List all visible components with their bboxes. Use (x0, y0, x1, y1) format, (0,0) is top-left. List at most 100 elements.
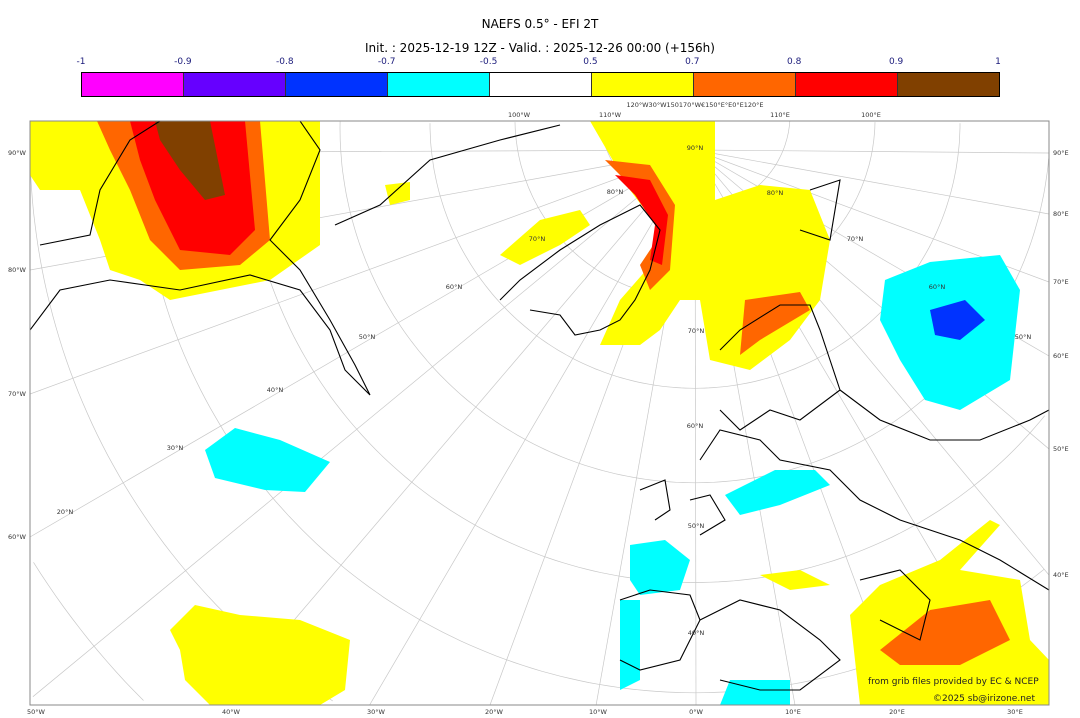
efi-region (720, 680, 790, 705)
left-axis-label: 90°W (8, 149, 27, 157)
efi-field (30, 121, 1049, 705)
colorbar-segment (490, 73, 592, 96)
efi-region (385, 182, 410, 205)
efi-region (760, 570, 830, 590)
efi-region (500, 210, 590, 265)
colorbar-segment (898, 73, 999, 96)
meridian-line (369, 149, 696, 705)
colorbar-tick: -0.9 (174, 57, 192, 67)
efi-region (155, 121, 225, 200)
efi-region (130, 121, 255, 255)
latitude-label: 40°N (688, 629, 705, 637)
left-axis-label: 70°W (8, 390, 27, 398)
coastline (689, 494, 726, 536)
efi-region (880, 600, 1010, 665)
colorbar-tick: 0.5 (583, 57, 598, 67)
colorbar-tick: 1 (995, 57, 1001, 67)
meridian-line (32, 149, 696, 697)
colorbar-segment (796, 73, 898, 96)
coastline (39, 121, 161, 246)
latitude-line (244, 124, 1045, 583)
latitude-label: 50°N (359, 333, 376, 341)
colorbar-segment (592, 73, 694, 96)
map-frame (29, 120, 1050, 706)
right-axis-label: 50°E (1053, 445, 1069, 453)
coastline (334, 124, 561, 226)
efi-region (930, 300, 985, 340)
coastline (30, 121, 371, 396)
coastline (699, 599, 841, 691)
top-axis-label: 100°E (861, 111, 881, 119)
coastline (839, 389, 1049, 441)
colorbar-tick: -0.7 (377, 57, 396, 67)
grid-labels: 90°W 80°W 70°W 60°W 90°E 80°E 70°E 60°E 50°E 40°E… (8, 101, 1069, 716)
left-axis-label: 80°W (8, 266, 27, 274)
meridian-line (30, 149, 696, 395)
colorbar-segment (388, 73, 490, 96)
bottom-axis-label: 10°E (785, 708, 801, 716)
efi-region (630, 540, 690, 595)
colorbar-tick: -0.5 (479, 57, 498, 67)
top-axis-label: 100°W (508, 111, 531, 119)
coastlines (30, 121, 1049, 691)
latitude-label: 50°N (1015, 333, 1032, 341)
left-axis-label: 60°W (8, 533, 27, 541)
map-title: NAEFS 0.5° - EFI 2T (481, 17, 599, 31)
coastline (719, 304, 841, 431)
latitude-label: 70°N (688, 327, 705, 335)
latitude-label: 50°N (688, 522, 705, 530)
efi-region (170, 605, 350, 705)
colorbar-segment (694, 73, 796, 96)
colorbar-tick: -1 (76, 57, 86, 67)
coastline (699, 429, 1049, 591)
meridian-line (694, 149, 1049, 154)
source-credit: from grib files provided by EC & NCEP (868, 677, 1039, 687)
colorbar-segment (286, 73, 388, 96)
latitude-label: 70°N (847, 235, 864, 243)
latitude-label: 90°N (687, 144, 704, 152)
right-axis-label: 60°E (1053, 352, 1069, 360)
right-axis-label: 80°E (1053, 210, 1069, 218)
map-subtitle: Init. : 2025-12-19 12Z - Valid. : 2025-1… (365, 41, 715, 55)
latitude-label: 20°N (57, 508, 74, 516)
efi-region (615, 175, 668, 265)
coastline (639, 479, 671, 521)
latitude-label: 30°N (167, 444, 184, 452)
bottom-axis-label: 20°E (889, 708, 905, 716)
bottom-axis-label: 50°W (27, 708, 46, 716)
latitude-label: 70°N (529, 235, 546, 243)
bottom-axis-label: 30°E (1007, 708, 1023, 716)
colorbar-segment (82, 73, 184, 96)
colorbar (81, 72, 1000, 97)
bottom-axis-label: 40°W (222, 708, 241, 716)
colorbar-tick: 0.7 (685, 57, 700, 67)
meridian-line (221, 149, 696, 705)
efi-region (205, 428, 330, 492)
latitude-label: 40°N (267, 386, 284, 394)
coastline (859, 569, 931, 641)
efi-region (590, 121, 830, 370)
latitude-line (33, 562, 144, 701)
colorbar-tick: 0.8 (787, 57, 802, 67)
efi-region (620, 600, 640, 690)
right-axis-label: 40°E (1053, 571, 1069, 579)
bottom-axis-label: 20°W (485, 708, 504, 716)
colorbar-tick: -0.8 (275, 57, 294, 67)
bottom-axis-label: 10°W (589, 708, 608, 716)
meridian-line (30, 149, 696, 538)
coastline (499, 204, 661, 336)
latitude-label: 80°N (607, 188, 624, 196)
bottom-axis-label: 30°W (367, 708, 386, 716)
right-axis-label: 70°E (1053, 278, 1069, 286)
top-axis-label: 120°W30°W150170°W€150°E°E0°E120°E (626, 101, 763, 109)
bottom-axis-label: 0°W (689, 708, 703, 716)
right-axis-label: 90°E (1053, 149, 1069, 157)
top-axis-label: 110°E (770, 111, 790, 119)
latitude-label: 80°N (767, 189, 784, 197)
coastline (799, 179, 841, 241)
copyright: ©2025 sb@irizone.net (933, 694, 1035, 704)
colorbar-tick: 0.9 (888, 57, 904, 67)
latitude-label: 60°N (687, 422, 704, 430)
colorbar-segment (184, 73, 286, 96)
